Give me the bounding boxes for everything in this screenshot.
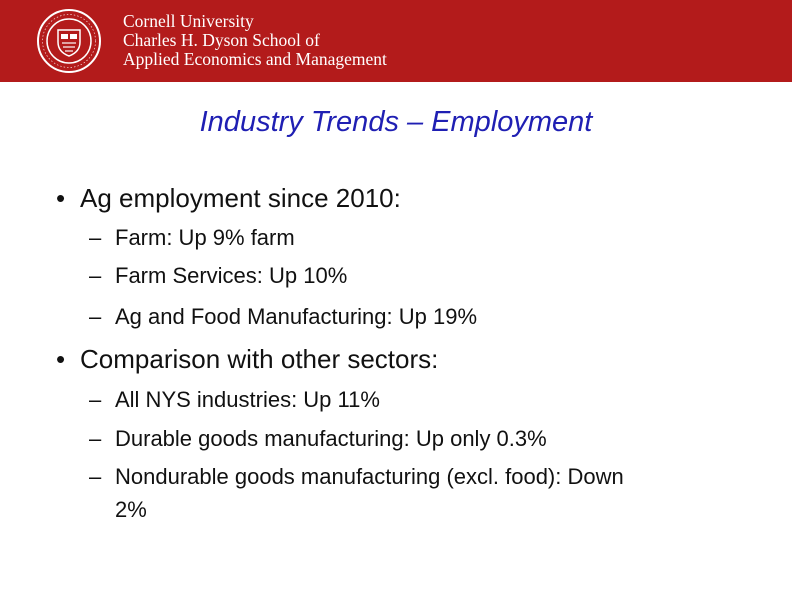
org-line-university: Cornell University (123, 11, 254, 31)
dash-icon: – (89, 304, 102, 329)
sub-bullet-text: Farm Services: Up 10% (115, 263, 348, 288)
organization-name: Cornell University Charles H. Dyson Scho… (123, 12, 387, 69)
sub-bullet-text: All NYS industries: Up 11% (115, 387, 380, 412)
bullet-text: Ag employment since 2010: (80, 183, 401, 213)
org-line-school: Charles H. Dyson School of (123, 30, 320, 50)
bullet-dot-icon: • (56, 183, 66, 213)
sub-bullet-text: Farm: Up 9% farm (115, 225, 295, 250)
bullet-dot-icon: • (56, 344, 66, 374)
header-banner: Cornell University Charles H. Dyson Scho… (0, 0, 792, 82)
cornell-seal-logo (37, 9, 101, 73)
dash-icon: – (89, 387, 102, 412)
org-line-department: Applied Economics and Management (123, 49, 387, 69)
sub-bullet-text: Nondurable goods manufacturing (excl. fo… (115, 464, 624, 489)
sub-bullet-text: Ag and Food Manufacturing: Up 19% (115, 304, 478, 329)
bullet-text: Comparison with other sectors: (80, 344, 439, 374)
dash-icon: – (89, 426, 102, 451)
dash-icon: – (89, 225, 102, 250)
slide-title: Industry Trends – Employment (199, 106, 593, 138)
dash-icon: – (89, 263, 102, 288)
dash-icon: – (89, 464, 102, 489)
sub-bullet-text: Durable goods manufacturing: Up only 0.3… (115, 426, 547, 451)
sub-bullet-text: 2% (115, 497, 147, 522)
